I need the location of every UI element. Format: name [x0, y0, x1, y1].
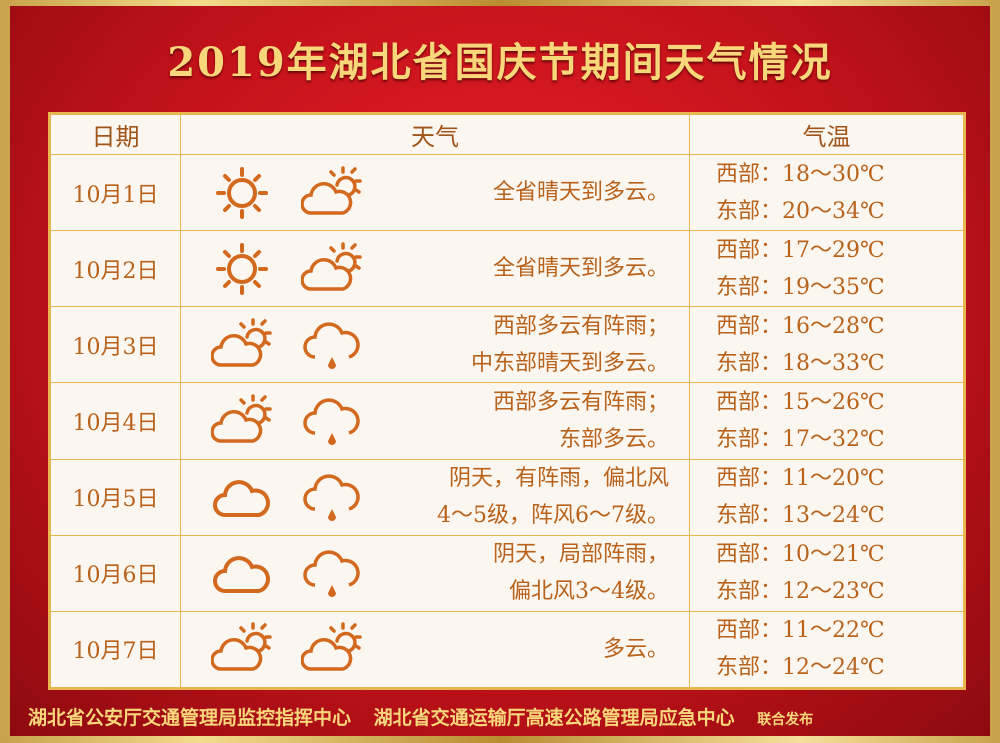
weather-text-line: 西部多云有阵雨； [492, 389, 669, 415]
header-date: 日期 [50, 114, 181, 155]
date-cell: 10月6日 [50, 534, 181, 612]
weather-text-line: 多云。 [602, 636, 669, 662]
table-row: 10月3日 西部多云有阵雨； 中东部晴天到多云。 西部：16～28℃ 东部：18～3… [50, 306, 964, 384]
footer-org-2: 湖北省交通运输厅高速公路管理局应急中心 [373, 707, 735, 729]
weather-text-line: 4～5级，阵风6～7级。 [437, 503, 669, 529]
weather-table: 日期 天气 气温 10月1日 全省晴天到多云。 西部：18～30℃ 东部：20～3… [50, 114, 964, 689]
temp-east: 东部：18～33℃ [716, 350, 885, 376]
temp-cell: 西部：11～22℃ 东部：12～24℃ [689, 610, 964, 689]
partly-cloudy-icon [211, 317, 273, 373]
sun-icon [211, 241, 273, 297]
table-row: 10月2日 全省晴天到多云。 西部：17～29℃ 东部：19～35℃ [50, 230, 964, 308]
weather-text-line: 中东部晴天到多云。 [470, 350, 669, 376]
temp-west: 西部：18～30℃ [716, 161, 885, 187]
weather-cell: 西部多云有阵雨； 东部多云。 [180, 382, 690, 460]
weather-cell: 多云。 [180, 610, 690, 689]
partly-cloudy-icon [301, 165, 363, 221]
weather-icons [211, 393, 363, 449]
temp-cell: 西部：17～29℃ 东部：19～35℃ [689, 230, 964, 308]
weather-text-line: 东部多云。 [558, 426, 669, 452]
rain-icon [301, 393, 363, 449]
partly-cloudy-icon [211, 393, 273, 449]
weather-table-board: 日期 天气 气温 10月1日 全省晴天到多云。 西部：18～30℃ 东部：20～3… [48, 112, 966, 690]
table-row: 10月7日 多云。 西部：11～22℃ 东部：12～24℃ [50, 610, 964, 689]
rain-icon [301, 317, 363, 373]
temp-cell: 西部：11～20℃ 东部：13～24℃ [689, 458, 964, 536]
table-row: 10月4日 西部多云有阵雨； 东部多云。 西部：15～26℃ 东部：17～32℃ [50, 382, 964, 460]
date-cell: 10月7日 [50, 610, 181, 689]
temp-east: 东部：17～32℃ [716, 426, 885, 452]
temp-east: 东部：13～24℃ [716, 503, 885, 529]
rain-icon [301, 545, 363, 601]
header-temp: 气温 [689, 114, 964, 155]
date-cell: 10月2日 [50, 230, 181, 308]
weather-icons [211, 317, 363, 373]
weather-cell: 阴天，有阵雨，偏北风 4～5级，阵风6～7级。 [180, 458, 690, 536]
temp-cell: 西部：16～28℃ 东部：18～33℃ [689, 306, 964, 384]
temp-cell: 西部：10～21℃ 东部：12～23℃ [689, 534, 964, 612]
temp-west: 西部：10～21℃ [716, 542, 885, 568]
partly-cloudy-icon [301, 241, 363, 297]
temp-east: 东部：12～23℃ [716, 579, 885, 605]
weather-text-line: 西部多云有阵雨； [492, 313, 669, 339]
weather-icons [211, 545, 363, 601]
weather-icons [211, 621, 363, 677]
date-cell: 10月4日 [50, 382, 181, 460]
partly-cloudy-icon [211, 621, 273, 677]
footer: 湖北省公安厅交通管理局监控指挥中心 湖北省交通运输厅高速公路管理局应急中心 联合… [28, 703, 829, 730]
temp-east: 东部：12～24℃ [716, 655, 885, 681]
temp-east: 东部：20～34℃ [716, 198, 885, 224]
temp-cell: 西部：18～30℃ 东部：20～34℃ [689, 153, 964, 232]
footer-note: 联合发布 [757, 712, 814, 728]
date-cell: 10月1日 [50, 153, 181, 232]
temp-east: 东部：19～35℃ [716, 274, 885, 300]
sun-icon [211, 165, 273, 221]
weather-icons [211, 469, 363, 525]
weather-icons [211, 241, 363, 297]
footer-org-1: 湖北省公安厅交通管理局监控指挥中心 [28, 707, 352, 729]
table-row: 10月1日 全省晴天到多云。 西部：18～30℃ 东部：20～34℃ [50, 153, 964, 232]
temp-west: 西部：17～29℃ [716, 237, 885, 263]
weather-text-line: 阴天，局部阵雨， [492, 542, 669, 568]
temp-west: 西部：11～20℃ [716, 466, 885, 492]
temp-west: 西部：15～26℃ [716, 389, 885, 415]
weather-icons [211, 165, 363, 221]
rain-icon [301, 469, 363, 525]
weather-text-line: 全省晴天到多云。 [492, 256, 669, 282]
page-title: 2019年湖北省国庆节期间天气情况 [167, 39, 833, 86]
cloud-icon [211, 469, 273, 525]
table-row: 10月6日 阴天，局部阵雨， 偏北风3～4级。 西部：10～21℃ 东部：12～23… [50, 534, 964, 612]
date-cell: 10月3日 [50, 306, 181, 384]
header-weather: 天气 [180, 114, 690, 155]
partly-cloudy-icon [301, 621, 363, 677]
temp-cell: 西部：15～26℃ 东部：17～32℃ [689, 382, 964, 460]
cloud-icon [211, 545, 273, 601]
weather-cell: 全省晴天到多云。 [180, 230, 690, 308]
weather-text-line: 阴天，有阵雨，偏北风 [448, 466, 669, 492]
temp-west: 西部：11～22℃ [716, 618, 885, 644]
weather-cell: 阴天，局部阵雨， 偏北风3～4级。 [180, 534, 690, 612]
table-row: 10月5日 阴天，有阵雨，偏北风 4～5级，阵风6～7级。 西部：11～20℃ 东部… [50, 458, 964, 536]
temp-west: 西部：16～28℃ [716, 313, 885, 339]
weather-cell: 全省晴天到多云。 [180, 153, 690, 232]
weather-cell: 西部多云有阵雨； 中东部晴天到多云。 [180, 306, 690, 384]
weather-text-line: 全省晴天到多云。 [492, 180, 669, 206]
weather-text-line: 偏北风3～4级。 [509, 579, 669, 605]
date-cell: 10月5日 [50, 458, 181, 536]
